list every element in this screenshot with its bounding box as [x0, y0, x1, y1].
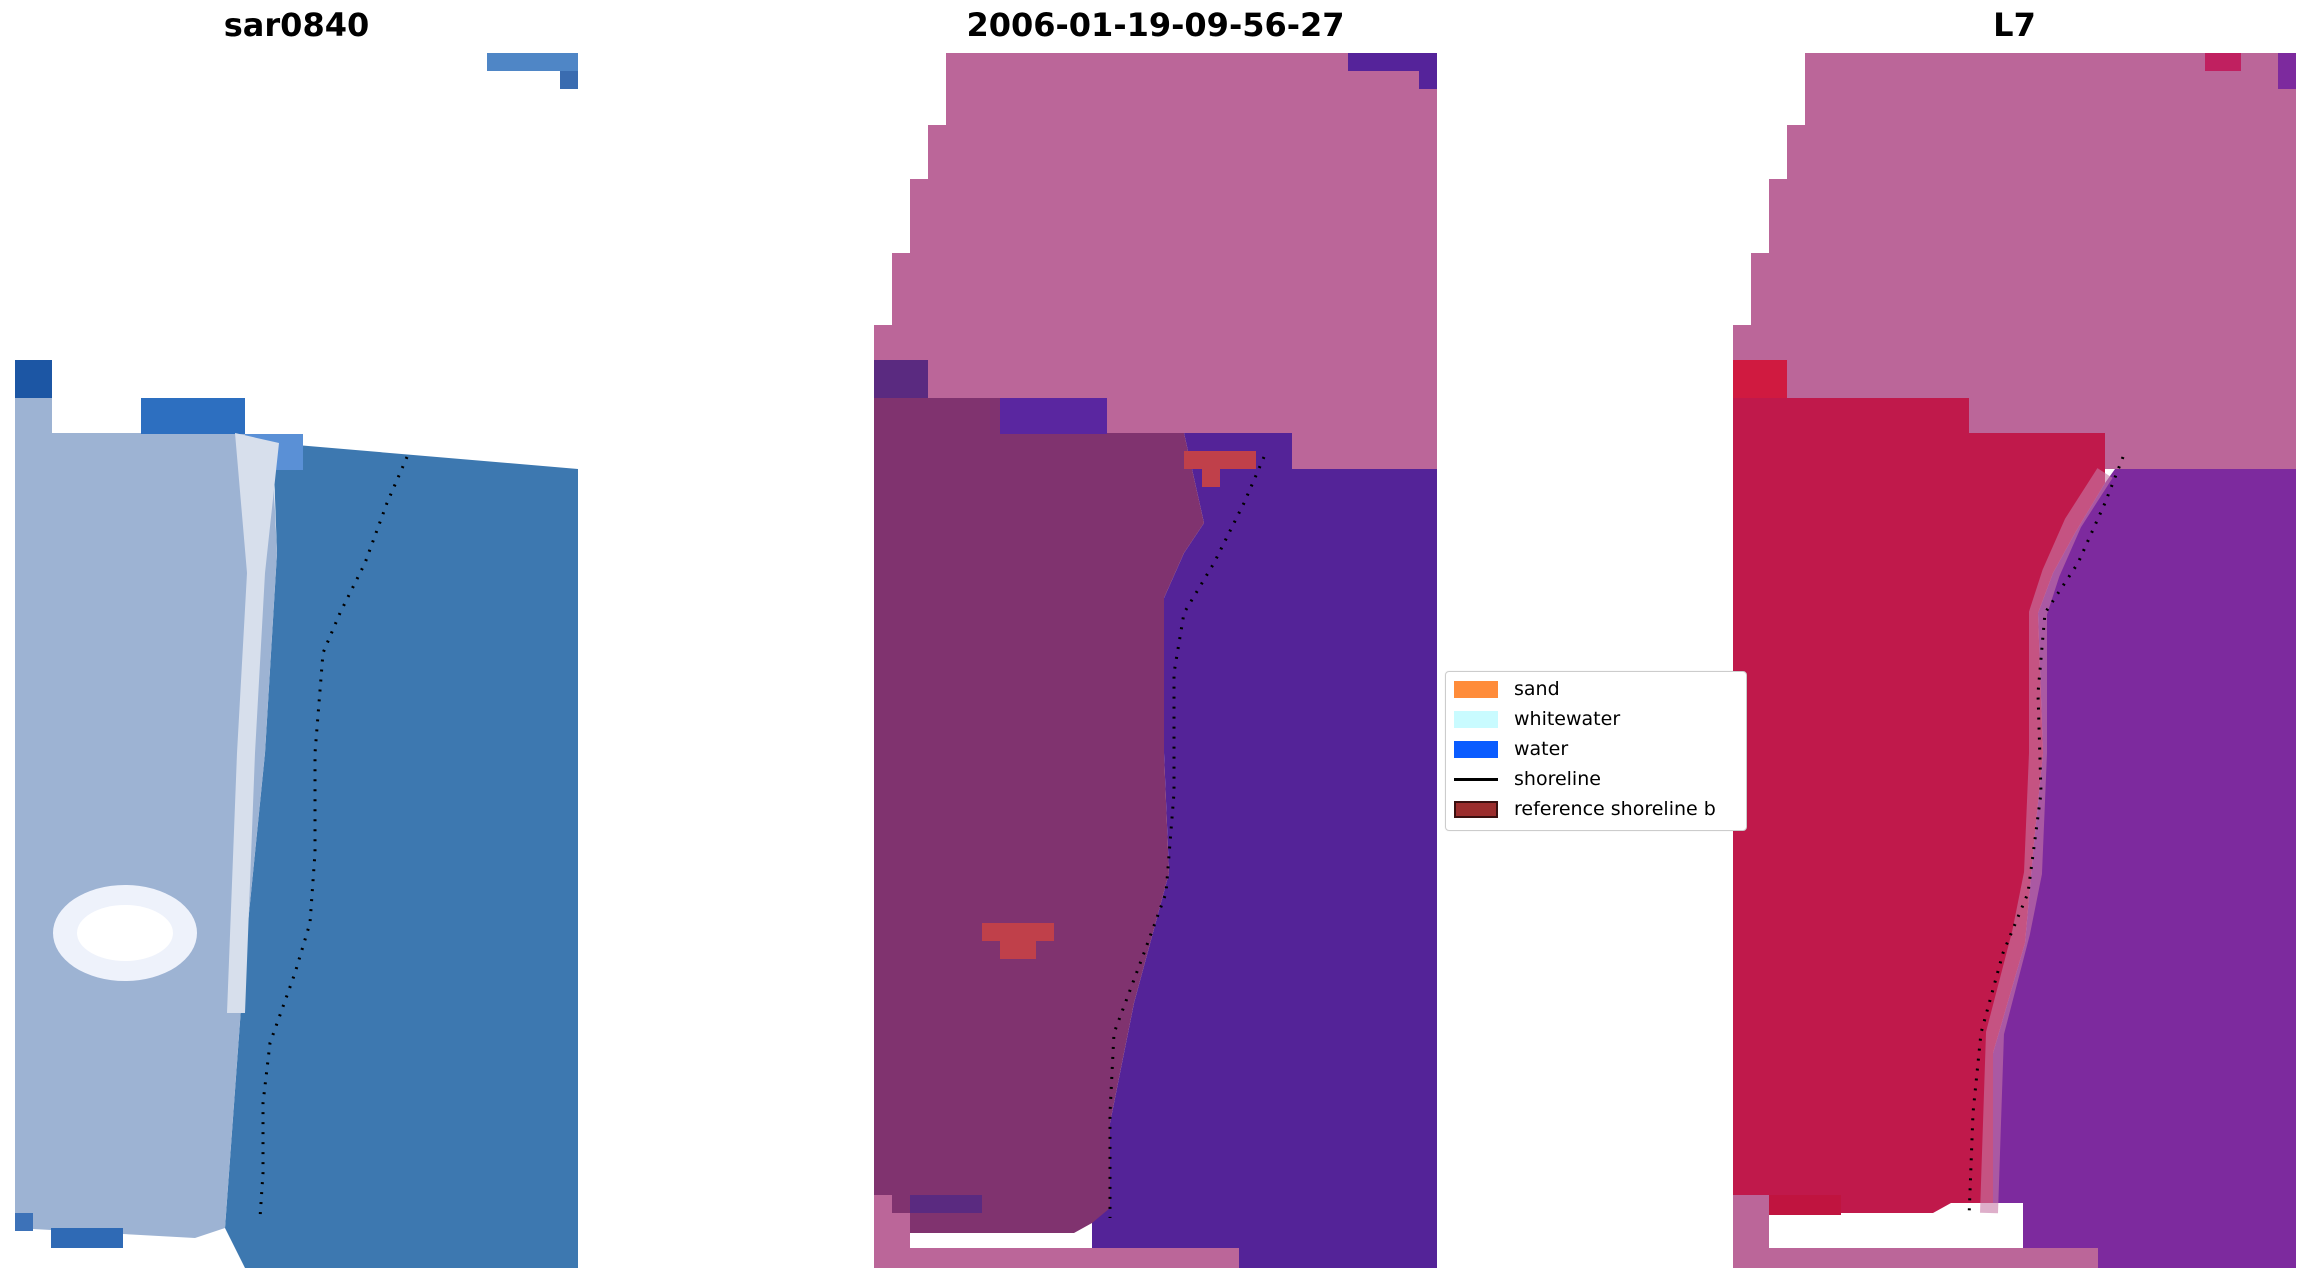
legend-label: water	[1514, 738, 1569, 760]
legend-item-whitewater: whitewater	[1454, 706, 1620, 732]
legend-item-sand: sand	[1454, 676, 1560, 702]
shoreline-line	[1967, 456, 2125, 1219]
legend-item-reference-shoreline: reference shoreline b	[1454, 796, 1716, 822]
edge-pixel	[51, 1228, 123, 1248]
shoreline-line	[258, 456, 409, 1219]
edge-pixel	[2205, 53, 2241, 71]
panel-title-image: sar0840	[223, 6, 370, 44]
transition-band	[1980, 468, 2113, 1214]
legend-label: shoreline	[1514, 768, 1601, 790]
nodata-area	[1733, 53, 2296, 469]
edge-pixel	[1000, 398, 1107, 434]
land-class-area	[874, 360, 1204, 1233]
edge-pixel	[874, 360, 928, 398]
edge-pixel	[487, 53, 578, 71]
ref-buffer-patch	[1000, 941, 1036, 959]
nodata-area	[874, 1195, 1239, 1268]
classified-image-panel	[874, 53, 1437, 1268]
legend-item-shoreline: shoreline	[1454, 766, 1601, 792]
water-swatch	[1454, 740, 1498, 758]
rgb-image	[15, 53, 578, 1268]
edge-pixel	[560, 71, 578, 89]
legend: sand whitewater water shoreline referenc…	[1445, 671, 1747, 831]
edge-pixel	[141, 398, 245, 434]
water-class-area	[1092, 433, 1437, 1268]
water-area	[225, 443, 578, 1268]
land-area	[15, 398, 277, 1238]
sand-swatch	[1454, 680, 1498, 698]
edge-pixel	[2278, 53, 2296, 89]
legend-item-water: water	[1454, 736, 1568, 762]
rgb-image-panel	[15, 53, 578, 1268]
bright-patch	[77, 905, 173, 961]
nodata-area	[1733, 1195, 2098, 1268]
edge-pixel	[15, 360, 52, 398]
legend-label: sand	[1514, 678, 1560, 700]
classified-image	[874, 53, 1437, 1268]
water-index-area	[1993, 469, 2296, 1268]
land-index-area	[1733, 360, 2105, 1213]
nodata-area	[874, 53, 1437, 469]
edge-pixel	[1733, 360, 1787, 398]
panel-title-date: 2006-01-19-09-56-27	[966, 6, 1345, 44]
l7-index-image	[1733, 53, 2296, 1268]
edge-pixel	[1769, 1195, 1841, 1215]
legend-label: whitewater	[1514, 708, 1621, 730]
edge-pixel	[910, 1195, 982, 1213]
l7-index-panel	[1733, 53, 2296, 1268]
shoreline-swatch	[1454, 777, 1498, 781]
ref-buffer-patch	[982, 923, 1054, 941]
ref-buffer-patch	[1202, 469, 1220, 487]
whitewater-band	[227, 433, 279, 1013]
whitewater-swatch	[1454, 710, 1498, 728]
ref-buffer-patch	[1184, 451, 1256, 469]
panel-title-satellite: L7	[1993, 6, 2036, 44]
edge-pixel	[1419, 71, 1437, 89]
reference-shoreline-swatch	[1454, 800, 1498, 818]
legend-label: reference shoreline b	[1514, 798, 1716, 820]
edge-pixel	[15, 1213, 33, 1231]
edge-pixel	[1348, 53, 1437, 71]
